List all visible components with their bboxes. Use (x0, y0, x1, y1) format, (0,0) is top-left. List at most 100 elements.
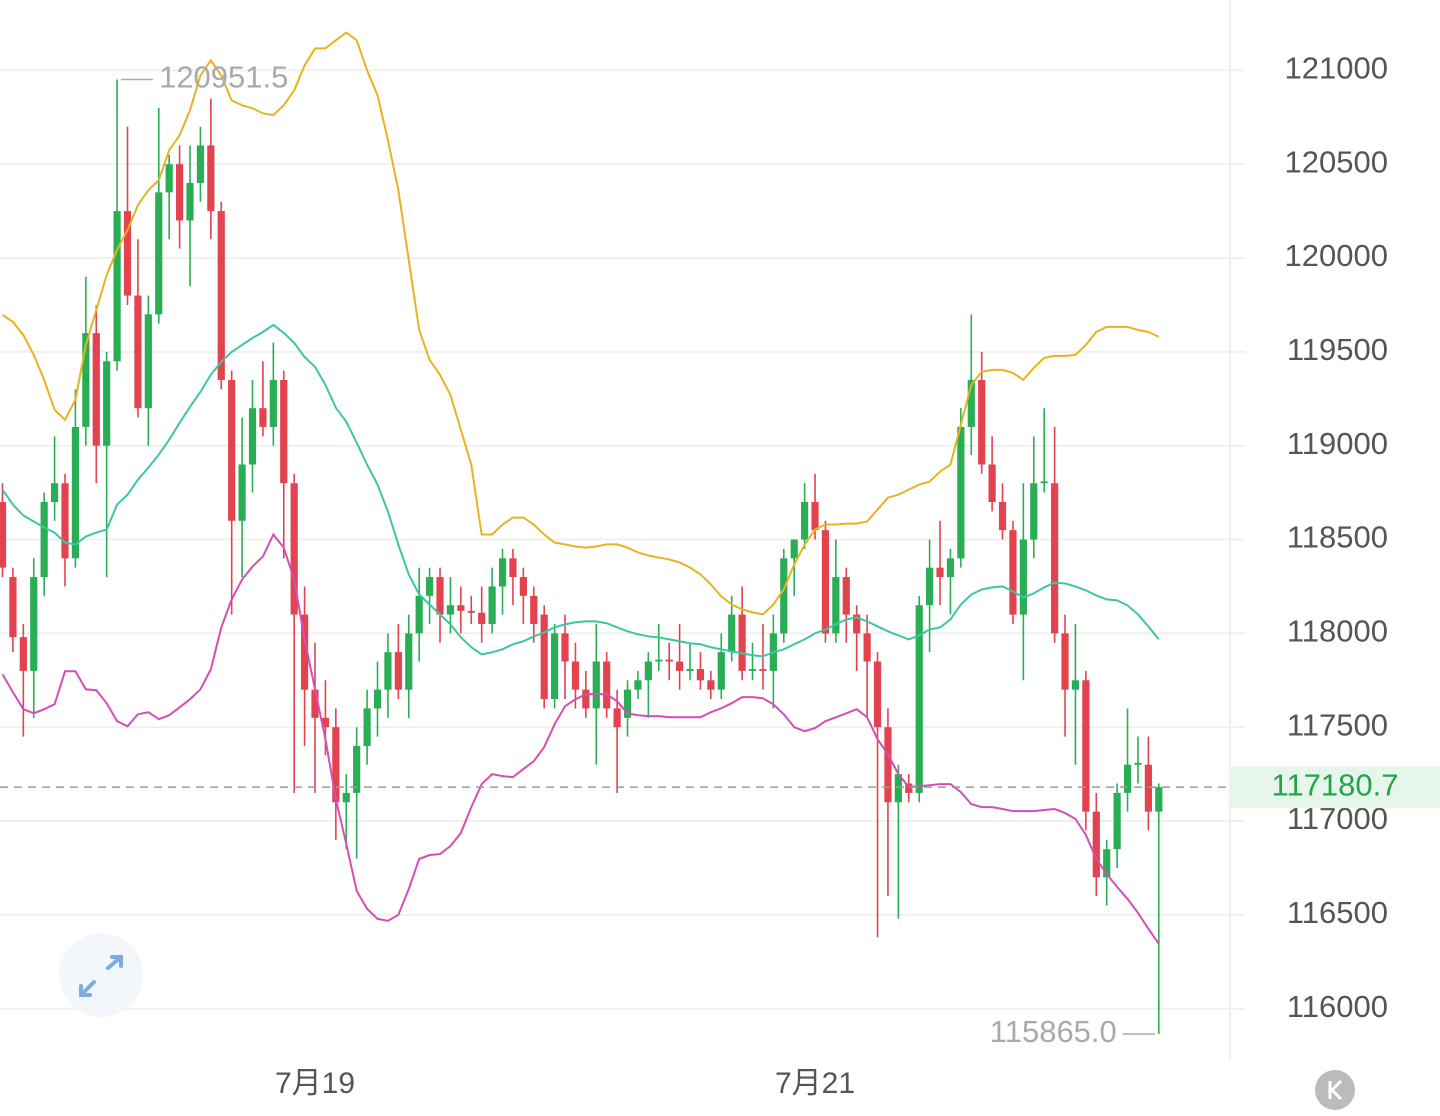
candle-body (467, 610, 475, 613)
candle-body (332, 727, 340, 803)
candle-body (832, 577, 840, 634)
high-label: 120951.5 (159, 60, 288, 95)
y-tick-label: 116500 (1287, 895, 1388, 930)
k-button[interactable] (1315, 1070, 1355, 1110)
candle-body (728, 614, 736, 653)
candle-body (894, 774, 902, 803)
candle-body (373, 689, 382, 709)
low-label: 115865.0 (990, 1014, 1117, 1049)
candle-body (926, 567, 934, 606)
candle-body (759, 669, 767, 671)
candle-body (582, 689, 590, 709)
candle-body (936, 567, 944, 578)
candle-body (103, 361, 111, 446)
candle-body (978, 380, 986, 465)
candle-body (478, 612, 486, 624)
candle-body (696, 669, 705, 681)
y-tick-label: 121000 (1285, 51, 1388, 86)
expand-button[interactable] (59, 933, 143, 1017)
candle-body (30, 577, 38, 671)
last-price-label: 117180.7 (1272, 767, 1399, 802)
candle-body (1009, 530, 1017, 615)
candle-body (134, 295, 142, 409)
y-tick-label: 116000 (1287, 989, 1388, 1024)
candle-body (748, 669, 757, 671)
candle-body (290, 483, 298, 615)
candle-body (1113, 792, 1121, 850)
candle-body (0, 502, 7, 568)
candle-body (228, 380, 236, 521)
y-tick-label: 117500 (1287, 707, 1388, 742)
candle-body (113, 211, 121, 362)
candle-body (1092, 811, 1100, 878)
candle-body (498, 558, 507, 587)
candle-body (71, 426, 80, 559)
band-line (1, 532, 1160, 945)
y-tick-label: 119000 (1287, 426, 1388, 461)
candle-body (561, 633, 569, 662)
candle-body (186, 182, 194, 221)
y-tick-label: 120000 (1285, 238, 1388, 273)
candle-body (1061, 633, 1069, 690)
candle-body (571, 661, 580, 690)
candle-body (717, 652, 725, 690)
candle-body (915, 605, 923, 793)
candle-body (165, 164, 173, 193)
y-tick-label: 118500 (1287, 520, 1388, 555)
candle-body (998, 502, 1007, 531)
candle-body (707, 680, 715, 690)
candle-body (280, 380, 288, 484)
candle-body (790, 539, 798, 559)
candle-body (384, 652, 392, 690)
candle-body (405, 633, 413, 690)
candle-body (988, 464, 996, 503)
candle-body (1051, 483, 1059, 634)
y-tick-label: 120500 (1285, 144, 1388, 179)
candle-body (551, 633, 559, 700)
expand-icon (79, 955, 123, 997)
candle-body (1019, 539, 1027, 615)
candle-body (61, 483, 69, 559)
candle-body (592, 661, 600, 709)
candle-body (175, 164, 184, 221)
candle-body (207, 145, 215, 212)
candle-body (676, 661, 684, 671)
candle-body (1103, 849, 1111, 878)
candle-body (530, 595, 538, 624)
candle-body (1030, 483, 1038, 540)
candle-body (353, 745, 361, 793)
k-icon (1328, 1079, 1343, 1101)
candle-body (394, 652, 402, 690)
candle-body (123, 211, 132, 296)
candle-body (613, 708, 621, 728)
candle-body (1071, 680, 1080, 690)
candle-body (238, 464, 246, 521)
candle-body (873, 661, 882, 728)
candle-body (300, 614, 309, 690)
candle-body (603, 661, 611, 709)
candle-body (50, 483, 59, 503)
k-circle (1315, 1070, 1355, 1110)
candle-body (92, 333, 100, 446)
candle-body (217, 211, 225, 381)
candle-body (863, 633, 871, 662)
band-line (1, 31, 1160, 616)
candle-body (957, 426, 965, 559)
candle-body (1155, 787, 1163, 812)
candle-body (488, 586, 496, 624)
candle-body (821, 530, 830, 634)
candle-body (655, 659, 663, 662)
candle-body (342, 792, 350, 803)
candle-body (259, 408, 267, 427)
candle-body (1144, 764, 1152, 812)
candle-body (644, 661, 652, 681)
candle-body (801, 502, 809, 540)
candle-body (623, 689, 632, 718)
candle-body (780, 558, 788, 634)
candle-body (842, 577, 850, 615)
candle-body (446, 605, 455, 615)
candle-body (425, 577, 434, 596)
